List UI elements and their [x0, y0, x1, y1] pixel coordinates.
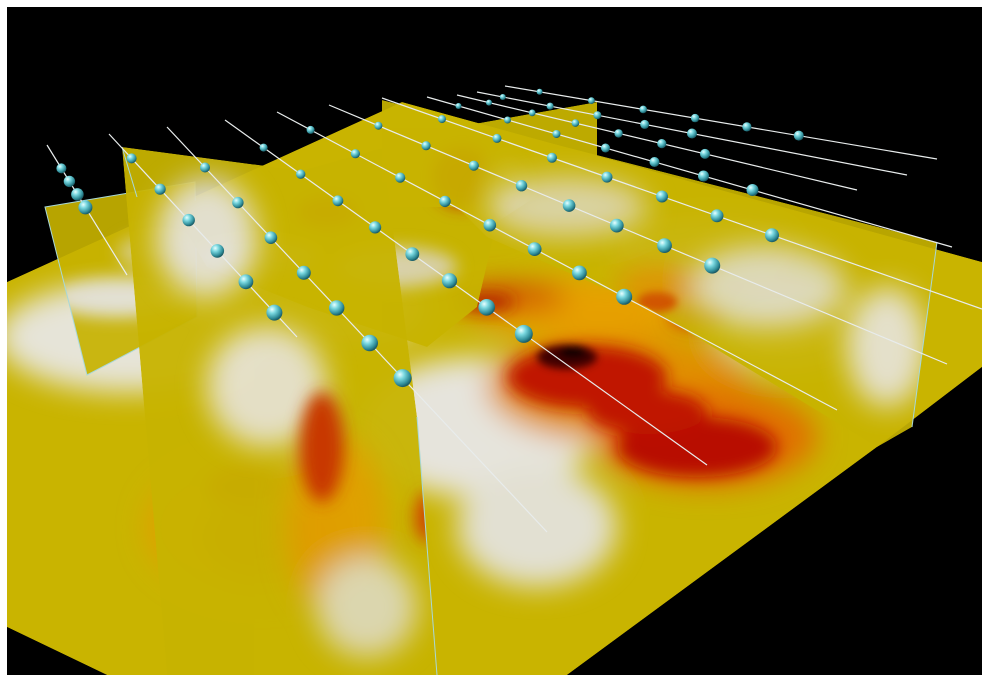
sensor-sphere[interactable] [332, 195, 344, 207]
borehole-line-8 [426, 96, 953, 248]
boreholes [46, 85, 982, 533]
sensor-sphere[interactable] [616, 288, 633, 305]
sensor-sphere[interactable] [700, 148, 710, 159]
sensor-sphere[interactable] [63, 175, 76, 188]
sensor-sphere[interactable] [264, 231, 278, 244]
sensor-sphere[interactable] [687, 128, 697, 139]
sensor-sphere[interactable] [793, 130, 804, 141]
sensor-sphere[interactable] [421, 141, 431, 151]
sensor-sphere[interactable] [514, 324, 533, 343]
sensor-sphere[interactable] [609, 218, 624, 233]
vertical-slice-2-edge [416, 416, 438, 675]
sensor-sphere[interactable] [441, 273, 458, 289]
sensor-sphere[interactable] [182, 213, 195, 227]
borehole-line-3 [166, 126, 548, 533]
sensor-sphere[interactable] [639, 105, 647, 114]
sensor-sphere[interactable] [200, 162, 210, 173]
3d-viewport[interactable] [7, 7, 982, 675]
sensor-sphere[interactable] [306, 125, 315, 134]
sensor-sphere[interactable] [154, 183, 166, 195]
sensor-sphere[interactable] [393, 369, 412, 388]
borehole-line-6 [328, 104, 948, 365]
sensor-sphere[interactable] [562, 199, 576, 212]
sensor-sphere[interactable] [232, 196, 244, 209]
sensor-sphere[interactable] [210, 244, 225, 258]
sensor-sphere[interactable] [296, 169, 306, 179]
sensor-sphere[interactable] [259, 143, 268, 152]
sensor-sphere[interactable] [56, 163, 67, 174]
sensor-sphere[interactable] [439, 195, 451, 208]
sensor-sphere[interactable] [552, 130, 561, 138]
vertical-slice-2[interactable] [122, 147, 439, 675]
sensor-sphere[interactable] [504, 116, 511, 124]
borehole-line-9 [456, 94, 858, 191]
sensor-sphere[interactable] [71, 188, 84, 201]
sensor-sphere[interactable] [296, 265, 311, 280]
vertical-slice-4-edge [911, 241, 938, 428]
3d-scene[interactable] [7, 7, 982, 675]
sensor-sphere[interactable] [536, 88, 543, 95]
borehole-line-7 [381, 97, 982, 310]
sensor-sphere[interactable] [374, 121, 383, 130]
sensor-sphere[interactable] [742, 122, 752, 132]
sensor-sphere[interactable] [238, 274, 254, 290]
sensor-sphere[interactable] [350, 149, 360, 159]
sensor-sphere[interactable] [478, 299, 496, 316]
sensor-sphere[interactable] [690, 113, 700, 123]
sensor-sphere[interactable] [640, 119, 650, 129]
sensor-sphere[interactable] [78, 200, 93, 215]
sensor-sphere[interactable] [704, 257, 721, 274]
sensor-sphere[interactable] [486, 99, 492, 106]
sensor-sphere[interactable] [547, 152, 557, 163]
borehole-line-4 [224, 119, 708, 466]
sensor-sphere[interactable] [527, 242, 542, 256]
sensor-sphere[interactable] [614, 129, 623, 138]
sensor-sphere[interactable] [499, 94, 506, 100]
sensor-sphere[interactable] [438, 115, 446, 124]
sensor-sphere[interactable] [588, 97, 595, 104]
sensor-sphere[interactable] [601, 143, 610, 153]
sensor-sphere[interactable] [405, 247, 420, 261]
sensor-sphere[interactable] [329, 300, 345, 316]
sensor-sphere[interactable] [649, 157, 660, 167]
sensor-sphere[interactable] [126, 153, 137, 164]
borehole-line-11 [504, 85, 938, 160]
sensor-sphere[interactable] [601, 171, 613, 183]
sensor-sphere[interactable] [266, 304, 283, 321]
sensor-sphere[interactable] [361, 334, 379, 352]
sensor-sphere[interactable] [492, 133, 502, 143]
sensor-sphere[interactable] [455, 103, 462, 109]
borehole-line-2 [108, 133, 298, 338]
vertical-slice-2-top-edge [121, 146, 138, 198]
sensor-sphere[interactable] [369, 221, 382, 234]
sensor-sphere[interactable] [528, 109, 536, 117]
sensor-sphere[interactable] [515, 180, 528, 192]
sensor-sphere[interactable] [572, 265, 587, 281]
sensor-sphere[interactable] [571, 119, 580, 127]
sensor-sphere[interactable] [483, 218, 497, 232]
sensor-sphere[interactable] [746, 184, 759, 196]
sensor-sphere[interactable] [710, 209, 724, 223]
sensor-sphere[interactable] [546, 102, 554, 110]
sensor-sphere[interactable] [657, 238, 672, 254]
sensor-sphere[interactable] [593, 111, 602, 120]
sensor-sphere[interactable] [657, 139, 667, 149]
sensor-sphere[interactable] [395, 172, 406, 183]
sensor-sphere[interactable] [468, 160, 479, 171]
sensor-sphere[interactable] [698, 170, 709, 182]
sensor-sphere[interactable] [656, 190, 668, 203]
borehole-line-5 [276, 111, 838, 411]
sensor-sphere[interactable] [765, 228, 779, 243]
